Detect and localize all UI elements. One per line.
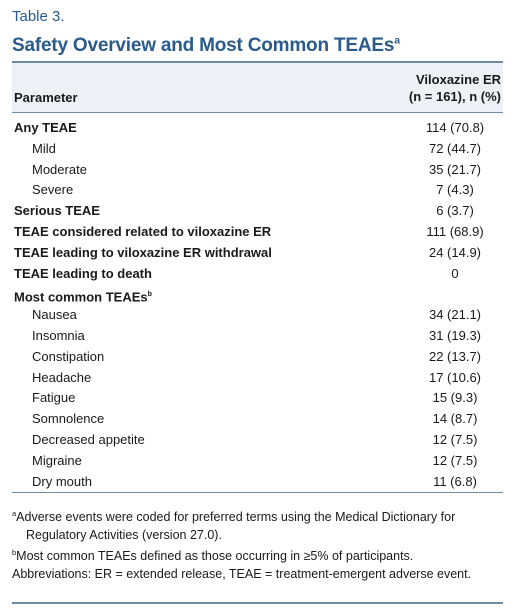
rule — [12, 492, 503, 493]
row-label-text: Most common TEAEs — [14, 289, 148, 305]
row-label: Mild — [32, 139, 56, 160]
footnote-mark: b — [12, 548, 17, 558]
header-parameter: Parameter — [14, 90, 78, 105]
row-value: 0 — [451, 265, 459, 281]
row-label: TEAE considered related to viloxazine ER — [14, 222, 271, 243]
table-row: Serious TEAE 6 (3.7) — [12, 201, 503, 222]
footnote: bMost common TEAEs defined as those occu… — [12, 544, 504, 566]
row-label-text: Headache — [32, 369, 92, 385]
row-value: 11 (6.8) — [433, 473, 477, 489]
table-row: Most common TEAEsb — [12, 284, 503, 305]
footnote: aAdverse events were coded for preferred… — [12, 505, 504, 544]
footnote-mark: a — [12, 509, 17, 518]
row-sup: b — [147, 290, 152, 299]
title-text: Safety Overview and Most Common TEAEs — [12, 35, 395, 56]
row-value: 17 (10.6) — [428, 369, 482, 385]
row-label-text: Fatigue — [32, 390, 76, 406]
table-row: TEAE leading to death 0 — [12, 264, 503, 285]
table-row: Headache 17 (10.6) — [12, 368, 503, 389]
row-value: 24 (14.9) — [428, 244, 482, 260]
row-label: Decreased appetite — [32, 430, 145, 451]
footnotes: aAdverse events were coded for preferred… — [12, 505, 504, 583]
row-value: 7 (4.3) — [436, 182, 474, 198]
row-value: 12 (7.5) — [432, 431, 478, 447]
table-row: Fatigue 15 (9.3) — [12, 388, 503, 409]
table-row: TEAE leading to viloxazine ER withdrawal… — [12, 243, 503, 264]
row-label: Serious TEAE — [14, 201, 100, 222]
table-row: Moderate 35 (21.7) — [12, 160, 503, 181]
row-value: 72 (44.7) — [428, 140, 482, 156]
row-value: 111 (68.9) — [426, 223, 484, 239]
table-row: Somnolence 14 (8.7) — [12, 409, 503, 430]
title-sup: a — [394, 35, 400, 47]
table-body: Any TEAE 114 (70.8) Mild 72 (44.7) Moderate 3… — [12, 118, 503, 492]
row-value: 15 (9.3) — [432, 390, 478, 406]
table-label: Table 3. — [12, 8, 65, 25]
row-label: Dry mouth — [32, 472, 92, 493]
row-value: 114 (70.8) — [425, 120, 485, 135]
header-drug-name: Viloxazine ER — [415, 72, 501, 87]
table-title: Safety Overview and Most Common TEAEsa — [12, 35, 400, 57]
row-label-text: Insomnia — [32, 327, 85, 343]
row-label-text: TEAE leading to death — [14, 265, 152, 281]
row-value: 12 (7.5) — [432, 452, 478, 468]
row-label: Any TEAE — [14, 118, 77, 139]
row-value: 34 (21.1) — [428, 307, 482, 323]
row-label: Nausea — [32, 305, 77, 326]
row-value: 6 (3.7) — [436, 203, 474, 219]
row-label-text: TEAE considered related to viloxazine ER — [14, 223, 272, 239]
table-row: Nausea 34 (21.1) — [12, 305, 503, 326]
row-label-text: Severe — [32, 182, 74, 198]
header-drug: Viloxazine ER (n = 161), n (%) — [409, 71, 501, 105]
header-n: (n = 161), n (%) — [408, 89, 501, 104]
table-header: Parameter Viloxazine ER (n = 161), n (%) — [12, 63, 503, 112]
table-row: Severe 7 (4.3) — [12, 180, 503, 201]
row-label: TEAE leading to death — [14, 264, 152, 285]
row-label-text: Mild — [32, 140, 56, 156]
rule — [12, 112, 503, 113]
row-label-text: Somnolence — [32, 411, 105, 427]
row-label: Fatigue — [32, 388, 75, 409]
footnote-text: Adverse events were coded for preferred … — [16, 510, 456, 542]
row-label-text: Any TEAE — [14, 120, 77, 135]
row-label: Severe — [32, 180, 73, 201]
footnote-text: Most common TEAEs defined as those occur… — [16, 549, 414, 564]
row-label-text: Moderate — [32, 161, 87, 177]
row-label-text: TEAE leading to viloxazine ER withdrawal — [14, 244, 272, 260]
row-label: Migraine — [32, 451, 82, 472]
table-row: Dry mouth 11 (6.8) — [12, 472, 503, 493]
table-row: Insomnia 31 (19.3) — [12, 326, 503, 347]
table-row: Mild 72 (44.7) — [12, 139, 503, 160]
table-row: Migraine 12 (7.5) — [12, 451, 503, 472]
row-label: Headache — [32, 368, 91, 389]
row-label-text: Migraine — [32, 452, 82, 468]
row-label-text: Constipation — [32, 348, 105, 364]
table-row: Any TEAE 114 (70.8) — [12, 118, 503, 139]
row-label: TEAE leading to viloxazine ER withdrawal — [14, 243, 272, 264]
table-row: Decreased appetite 12 (7.5) — [12, 430, 503, 451]
row-label: Constipation — [32, 347, 104, 368]
row-label: Most common TEAEsb — [14, 284, 152, 308]
row-value: 14 (8.7) — [432, 411, 478, 427]
row-label-text: Serious TEAE — [14, 203, 100, 219]
row-label: Insomnia — [32, 326, 85, 347]
row-value: 22 (13.7) — [428, 348, 482, 364]
row-label-text: Dry mouth — [32, 473, 92, 489]
row-label: Somnolence — [32, 409, 104, 430]
row-label-text: Decreased appetite — [32, 431, 145, 447]
rule — [12, 602, 503, 604]
row-label-text: Nausea — [32, 307, 77, 323]
row-value: 31 (19.3) — [428, 327, 482, 343]
table-row: TEAE considered related to viloxazine ER… — [12, 222, 503, 243]
table-row: Constipation 22 (13.7) — [12, 347, 503, 368]
rule — [12, 61, 503, 63]
row-value: 35 (21.7) — [428, 161, 482, 177]
abbreviations: Abbreviations: ER = extended release, TE… — [12, 566, 472, 581]
row-label: Moderate — [32, 160, 87, 181]
